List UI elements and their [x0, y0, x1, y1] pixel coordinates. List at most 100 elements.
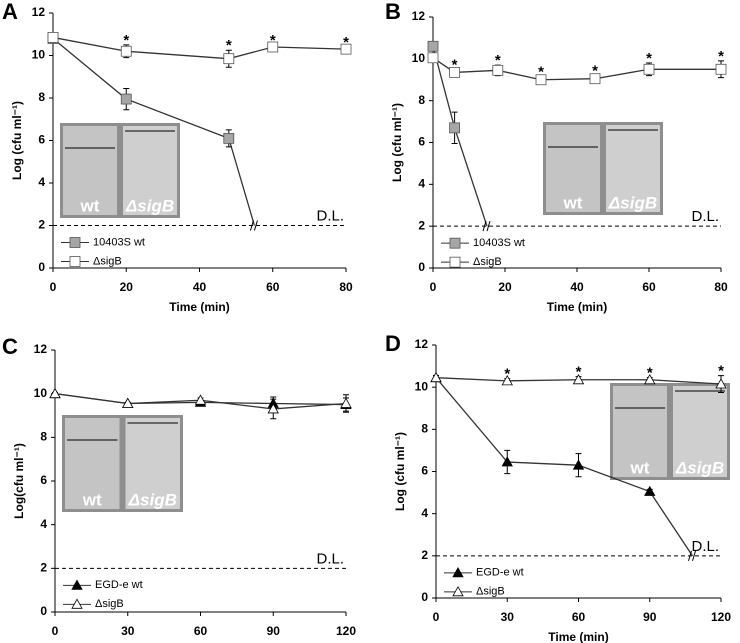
marker: [449, 67, 461, 78]
legend-label: ΔsigB: [473, 256, 502, 268]
inset-label: wt: [563, 193, 583, 212]
x-tick-label: 120: [711, 610, 731, 624]
x-tick-label: 60: [266, 280, 280, 294]
significance-mark: *: [718, 363, 724, 380]
inset-label: ΔsigB: [125, 196, 174, 215]
significance-mark: *: [504, 366, 510, 383]
series-line: [432, 57, 721, 81]
significance-mark: *: [343, 34, 349, 51]
inset-label: wt: [80, 196, 100, 215]
marker: [340, 43, 352, 55]
inset-label: wt: [630, 458, 650, 477]
marker: [715, 63, 727, 75]
significance-mark: *: [576, 364, 582, 381]
x-tick-label: 60: [572, 610, 586, 624]
marker: [427, 40, 439, 52]
marker: [643, 63, 655, 75]
y-tick-label: 8: [421, 422, 428, 436]
legend-label: EGD-e wt: [476, 567, 524, 579]
marker: [340, 397, 352, 408]
x-axis-label: Time (min): [547, 300, 607, 314]
legend-label: 10403S wt: [473, 237, 525, 249]
marker: [572, 373, 585, 385]
legend-marker: [69, 256, 81, 267]
legend-marker: [69, 237, 81, 248]
marker: [223, 132, 235, 144]
y-tick-label: 2: [38, 218, 45, 232]
y-axis-label: Log(cfu ml⁻¹): [12, 443, 26, 519]
detection-limit-label: D.L.: [691, 208, 719, 225]
tube: [65, 418, 120, 509]
x-tick-label: 80: [339, 280, 353, 294]
significance-mark: *: [495, 52, 501, 69]
significance-mark: *: [123, 32, 129, 49]
y-tick-label: 10: [34, 386, 48, 400]
x-tick-label: 60: [194, 624, 208, 638]
legend-marker: [449, 237, 461, 249]
panel: wt ΔsigB 0 2 4 6 8 10 12 0 20 40 60 80 Time (min) Log (…: [2, 0, 353, 314]
y-tick-label: 8: [418, 93, 425, 107]
y-tick-label: 4: [40, 517, 47, 531]
detection-limit-label: D.L.: [316, 550, 344, 567]
marker: [644, 373, 656, 385]
x-tick-label: 0: [50, 280, 57, 294]
y-tick-label: 6: [421, 464, 428, 478]
below-limit-mark: [482, 221, 491, 232]
tube: [546, 125, 600, 212]
y-tick-label: 4: [421, 506, 428, 520]
inset-label: wt: [82, 490, 102, 509]
y-tick-label: 6: [38, 133, 45, 147]
x-tick-label: 40: [570, 280, 584, 294]
x-tick-label: 0: [430, 280, 437, 294]
y-tick-label: 12: [32, 5, 46, 19]
significance-mark: *: [538, 64, 544, 81]
tube: [63, 126, 117, 215]
series-line: [52, 37, 256, 226]
y-axis-label: Log (cfu ml⁻¹): [390, 103, 404, 182]
marker: [267, 41, 279, 53]
y-tick-label: 2: [40, 561, 47, 575]
tube: [606, 125, 660, 212]
series-line: [52, 36, 347, 60]
marker: [430, 371, 442, 383]
marker: [223, 53, 235, 65]
significance-mark: *: [270, 32, 276, 49]
x-axis-label: Time (min): [548, 630, 608, 643]
significance-mark: *: [592, 63, 598, 80]
marker: [47, 32, 59, 43]
panel-label: B: [385, 0, 401, 24]
y-tick-label: 12: [412, 9, 426, 23]
y-tick-label: 12: [415, 337, 429, 351]
x-tick-label: 0: [433, 610, 440, 624]
x-tick-label: 90: [267, 624, 281, 638]
y-tick-label: 12: [34, 342, 48, 356]
inset-label: ΔsigB: [608, 193, 657, 212]
detection-limit-label: D.L.: [691, 538, 719, 555]
marker: [49, 387, 61, 399]
x-tick-label: 20: [120, 280, 134, 294]
tube: [125, 418, 180, 509]
x-tick-label: 80: [714, 280, 728, 294]
marker: [589, 73, 601, 85]
y-tick-label: 8: [40, 430, 47, 444]
marker: [449, 122, 461, 134]
marker: [501, 456, 513, 467]
y-tick-label: 8: [38, 90, 45, 104]
marker: [535, 74, 547, 86]
x-tick-label: 60: [642, 280, 656, 294]
x-tick-label: 30: [121, 624, 135, 638]
y-tick-label: 10: [415, 379, 429, 393]
marker: [122, 397, 134, 408]
x-axis-label: Time (min): [169, 300, 229, 314]
significance-mark: *: [647, 365, 653, 382]
legend-label: ΔsigB: [95, 598, 124, 610]
tube: [613, 386, 667, 477]
legend-label: ΔsigB: [93, 255, 122, 267]
y-axis-label: Log (cfu ml⁻¹): [393, 432, 407, 511]
legend-marker: [71, 598, 83, 609]
significance-mark: *: [646, 50, 652, 67]
tube: [673, 386, 727, 477]
